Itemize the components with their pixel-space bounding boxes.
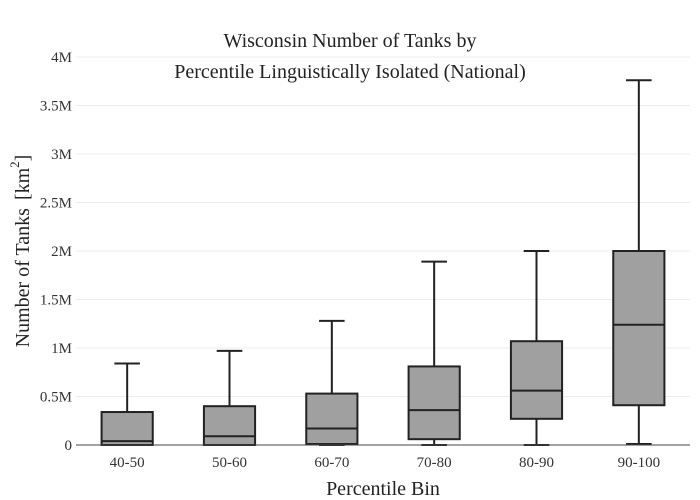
box-90-100 <box>612 79 666 446</box>
y-tick-label: 1M <box>51 341 72 357</box>
y-tick-label: 3.5M <box>40 99 72 115</box>
x-tick-labels: 40-50 50-60 60-70 70-80 80-90 90-100 <box>110 455 660 471</box>
iqr-box <box>509 340 564 420</box>
y-tick-label: 4M <box>51 50 72 66</box>
box-60-70 <box>305 319 359 446</box>
box-70-80 <box>407 260 461 446</box>
y-tick-labels: 0 0.5M 1M 1.5M 2M 2.5M 3M 3.5M 4M <box>40 50 72 454</box>
x-tick-label: 40-50 <box>110 455 145 471</box>
iqr-box <box>305 392 359 446</box>
chart-title-line-1: Wisconsin Number of Tanks by <box>223 30 477 52</box>
x-tick-label: 90-100 <box>618 455 661 471</box>
x-tick-label: 80-90 <box>519 455 554 471</box>
box-80-90 <box>509 250 564 446</box>
iqr-box <box>100 411 154 446</box>
box-series <box>100 79 666 447</box>
y-tick-label: 1.5M <box>40 293 72 309</box>
y-axis-title: Number of Tanks[km2] <box>7 155 34 348</box>
iqr-box <box>202 405 257 447</box>
iqr-box <box>407 365 461 441</box>
y-tick-label: 0.5M <box>40 390 72 406</box>
x-tick-label: 60-70 <box>314 455 349 471</box>
x-tick-label: 70-80 <box>417 455 452 471</box>
iqr-box <box>612 250 666 407</box>
y-axis-unit-power: 2 <box>7 161 22 168</box>
x-tick-label: 50-60 <box>212 455 247 471</box>
y-tick-label: 2.5M <box>40 196 72 212</box>
y-axis-unit: km <box>12 167 34 193</box>
chart-title-line-2: Percentile Linguistically Isolated (Nati… <box>174 61 526 83</box>
y-axis-title-text: Number of Tanks <box>12 208 34 348</box>
grid-lines <box>76 56 690 397</box>
y-tick-label: 0 <box>65 438 73 454</box>
box-40-50 <box>100 362 154 446</box>
box-50-60 <box>202 349 257 447</box>
y-tick-label: 2M <box>51 244 72 260</box>
y-tick-label: 3M <box>51 147 72 163</box>
x-axis-title: Percentile Bin <box>326 478 440 500</box>
